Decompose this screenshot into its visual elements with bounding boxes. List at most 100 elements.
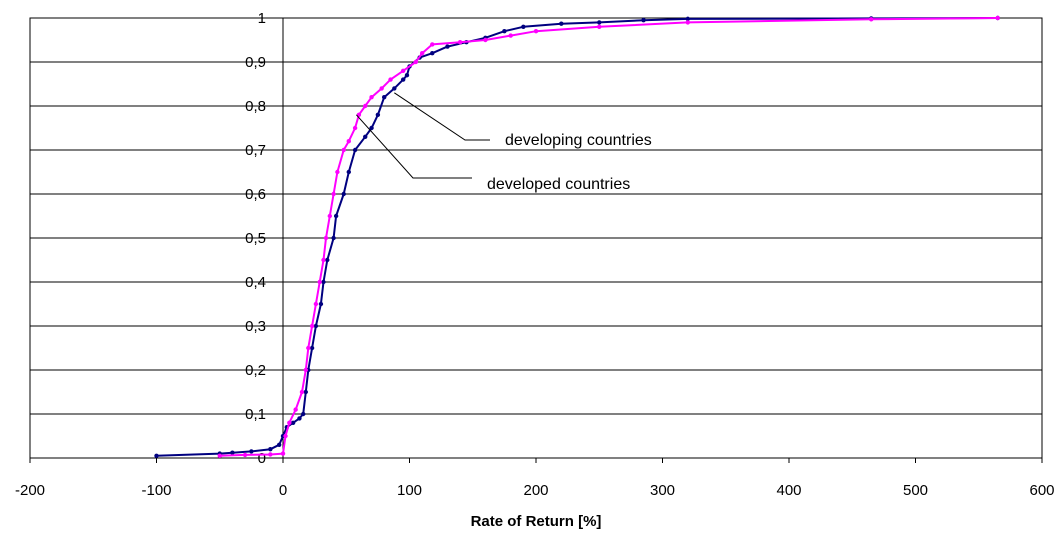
data-point <box>321 279 326 285</box>
data-point <box>352 147 358 153</box>
y-tick-label: 0,7 <box>245 142 266 159</box>
data-point <box>400 68 406 74</box>
data-point <box>303 367 308 373</box>
data-point <box>323 235 329 241</box>
data-point <box>685 20 690 25</box>
y-tick-label: 0,9 <box>245 54 266 71</box>
data-point <box>419 51 425 56</box>
data-point <box>413 59 419 65</box>
x-tick-label: -200 <box>15 482 45 499</box>
data-point <box>301 411 306 417</box>
y-tick-label: 0,5 <box>245 230 266 247</box>
data-point <box>287 420 292 425</box>
y-tick-label: 0,1 <box>245 406 266 423</box>
y-axis: 0 0,1 0,2 0,3 0,4 0,5 0,6 0,7 0,8 0,9 1 <box>245 10 284 467</box>
data-point <box>303 389 308 395</box>
x-tick-label: 200 <box>523 482 548 499</box>
x-tick-label: -100 <box>141 482 171 499</box>
y-tick-label: 0,6 <box>245 186 266 203</box>
data-point <box>869 17 874 22</box>
data-point <box>445 44 450 49</box>
annotation-leader-line <box>355 114 472 179</box>
data-point <box>293 407 298 412</box>
annotation-leader-line <box>394 92 490 141</box>
x-tick-label: 600 <box>1029 482 1054 499</box>
data-point <box>502 29 507 34</box>
data-point <box>333 213 339 219</box>
data-point <box>277 442 282 447</box>
data-point <box>404 73 410 78</box>
data-point <box>309 323 315 329</box>
data-point <box>483 37 488 43</box>
data-point <box>321 257 326 263</box>
data-point <box>309 345 315 351</box>
data-point <box>318 301 324 307</box>
x-tick-label: 100 <box>397 482 422 499</box>
x-axis-title: Rate of Return [%] <box>471 513 602 530</box>
data-point <box>508 33 513 38</box>
data-point <box>430 42 435 47</box>
data-point <box>249 449 254 454</box>
data-point <box>375 112 381 118</box>
data-point <box>379 86 384 91</box>
data-point <box>346 139 351 144</box>
annotation-callout: developed countries <box>355 114 630 193</box>
data-point <box>230 450 235 455</box>
x-tick-label: 400 <box>776 482 801 499</box>
data-point <box>346 169 351 175</box>
y-tick-label: 0,2 <box>245 362 266 379</box>
data-point <box>335 169 340 175</box>
data-point <box>297 416 302 421</box>
data-point <box>597 20 602 25</box>
data-point <box>154 453 159 458</box>
series-developed-countries <box>217 15 1000 458</box>
data-point <box>341 147 346 153</box>
series-group <box>154 15 1000 458</box>
y-tick-label: 0 <box>258 450 266 467</box>
x-tick-label: 300 <box>650 482 675 499</box>
data-point <box>242 452 248 458</box>
data-point <box>280 451 286 456</box>
data-point <box>313 301 319 307</box>
data-point <box>559 21 564 26</box>
data-point <box>685 16 690 22</box>
x-axis: -200 -100 0 100 200 300 400 500 600 <box>15 458 1055 499</box>
data-point <box>392 86 397 91</box>
gridlines <box>30 61 1042 415</box>
data-point <box>217 453 222 458</box>
data-point <box>341 191 346 197</box>
data-point <box>641 18 646 23</box>
data-point <box>369 95 374 100</box>
data-point <box>995 15 1000 21</box>
data-point <box>327 213 333 219</box>
data-point <box>363 103 368 109</box>
data-point <box>325 257 330 263</box>
data-point <box>331 191 336 197</box>
data-point <box>299 389 305 395</box>
data-point <box>457 40 463 45</box>
data-point <box>430 51 435 56</box>
annotations: developing countries developed countries <box>355 92 652 193</box>
data-point <box>268 447 273 452</box>
data-point <box>352 125 358 131</box>
x-tick-label: 0 <box>279 482 287 499</box>
series-developing-countries <box>154 15 1000 458</box>
data-point <box>313 323 319 329</box>
data-point <box>597 24 602 29</box>
annotation-label: developed countries <box>487 176 630 193</box>
data-point <box>283 433 288 439</box>
x-tick-label: 500 <box>903 482 928 499</box>
data-point <box>268 452 273 457</box>
y-tick-label: 0,8 <box>245 98 266 115</box>
data-point <box>400 77 406 82</box>
data-point <box>388 77 393 82</box>
series-line <box>219 17 998 457</box>
data-point <box>521 24 526 29</box>
annotation-label: developing countries <box>505 132 652 149</box>
data-point <box>382 95 387 100</box>
data-point <box>331 235 336 241</box>
data-point <box>369 125 374 131</box>
data-point <box>363 134 368 139</box>
data-point <box>290 420 296 425</box>
